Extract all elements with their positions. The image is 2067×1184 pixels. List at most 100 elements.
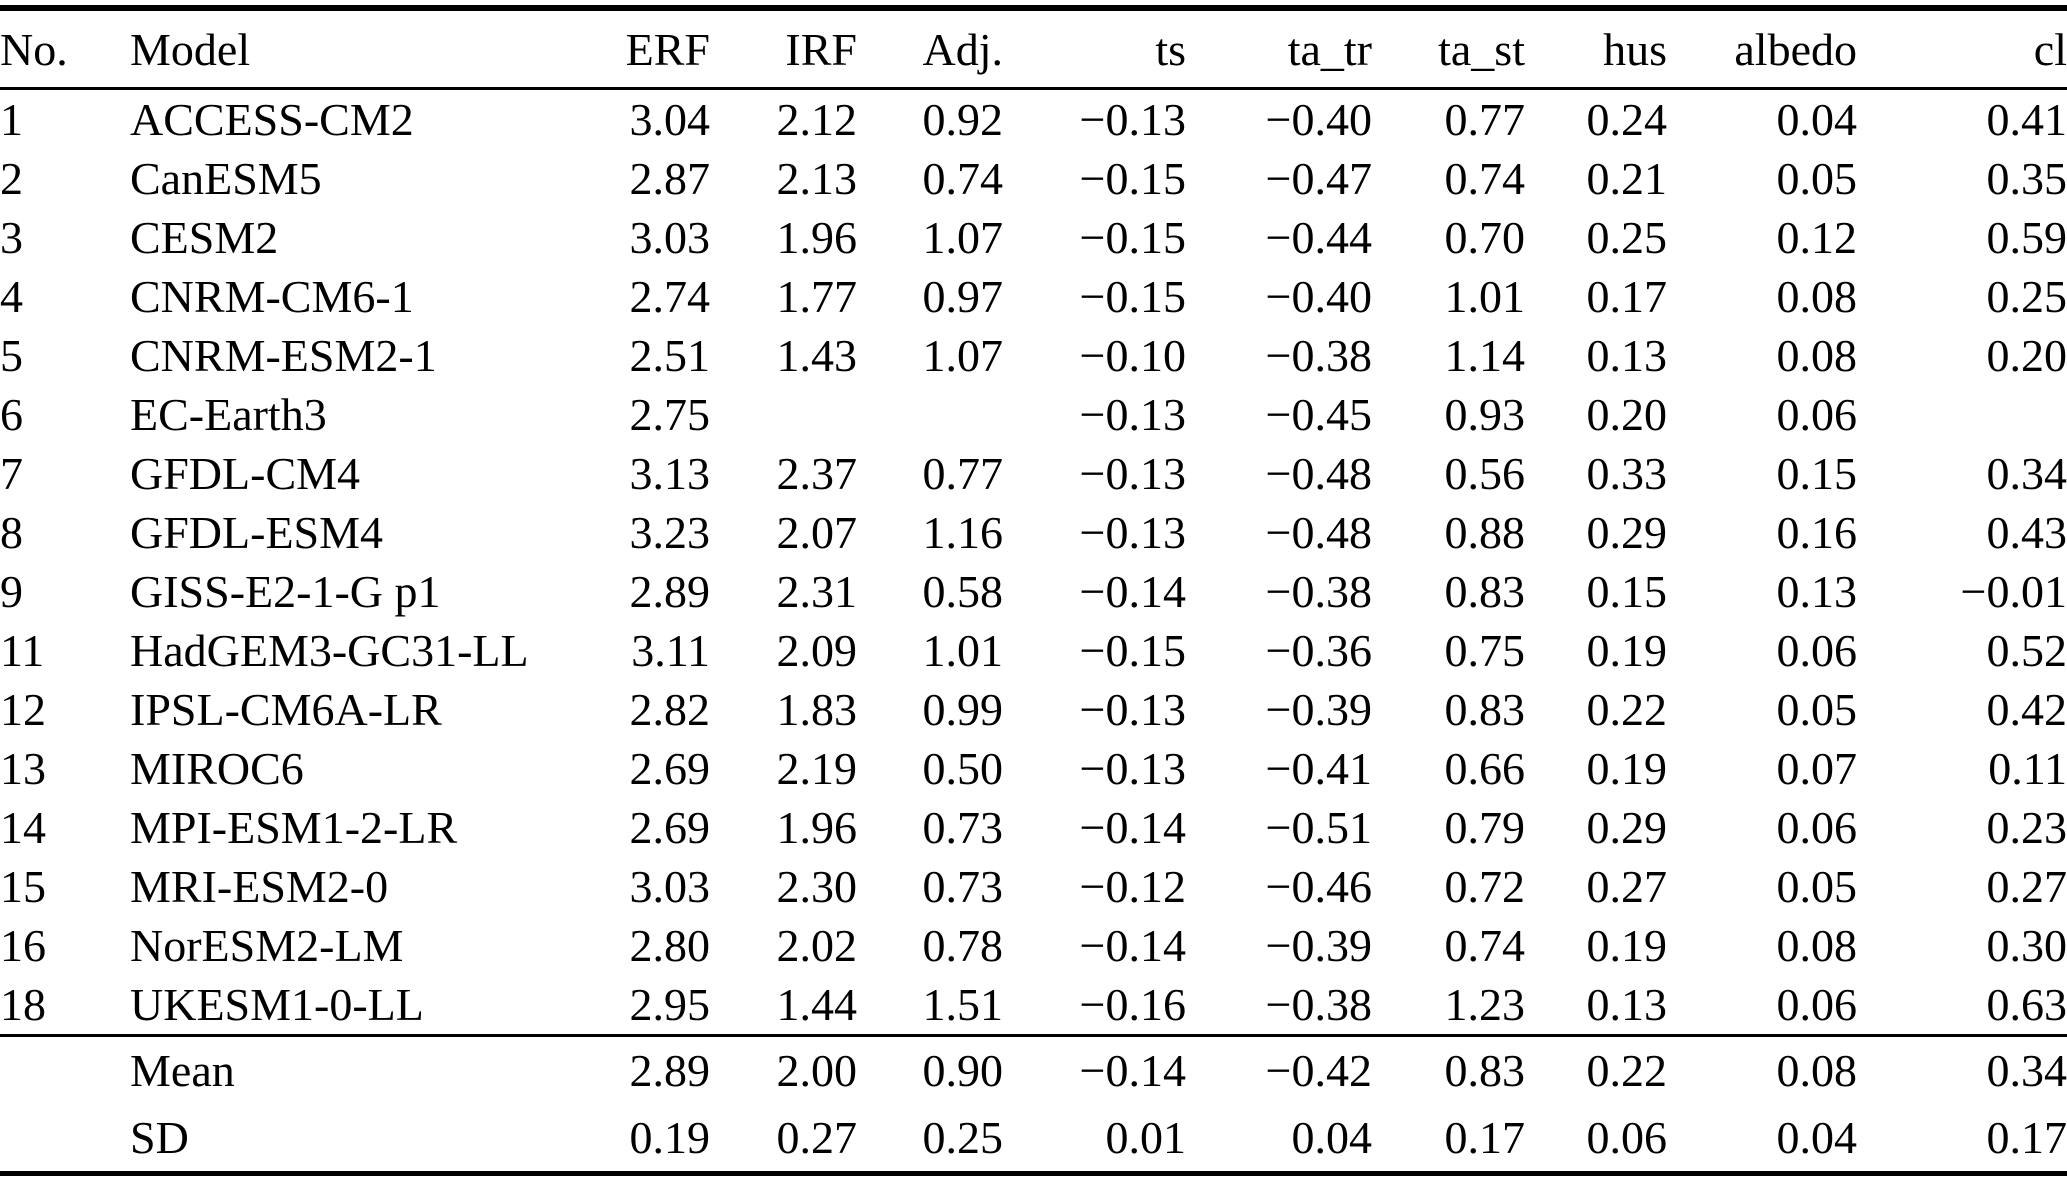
table-row: SD 0.19 0.27 0.25 0.01 0.04 0.17 0.06 0.04 0.17 [0, 1104, 2067, 1174]
cell-erf: 3.03 [629, 212, 711, 263]
cell-no: 8 [0, 507, 23, 558]
cell-ta_tr: −0.41 [1265, 743, 1372, 794]
cell-ts: −0.13 [1079, 389, 1186, 440]
cell-ts: −0.15 [1079, 153, 1186, 204]
cell-erf: 0.19 [629, 1112, 711, 1163]
cell-hus: 0.21 [1586, 153, 1668, 204]
cell-no: 11 [0, 625, 45, 676]
cell-model: CNRM-CM6-1 [130, 271, 414, 322]
cell-no [0, 1036, 130, 1105]
cell-ta_st: 0.77 [1444, 94, 1526, 145]
cell-model: NorESM2-LM [130, 920, 404, 971]
cell-irf: 2.13 [776, 153, 858, 204]
table-row: 2 CanESM5 2.87 2.13 0.74 −0.15 −0.47 0.74 0.21 0.… [0, 149, 2067, 208]
cell-ta_st: 0.75 [1444, 625, 1526, 676]
cell-adj: 1.01 [922, 625, 1004, 676]
cell-no: 7 [0, 448, 23, 499]
table-row: Mean 2.89 2.00 0.90 −0.14 −0.42 0.83 0.22 0.08 0.… [0, 1036, 2067, 1105]
cell-hus: 0.17 [1586, 271, 1668, 322]
column-header-no: No. [0, 8, 130, 90]
cell-model: HadGEM3-GC31-LL [130, 625, 529, 676]
cell-model: MPI-ESM1-2-LR [130, 802, 458, 853]
cell-ts: −0.12 [1079, 861, 1186, 912]
cell-cl: 0.42 [1986, 684, 2067, 735]
cell-model: MRI-ESM2-0 [130, 861, 389, 912]
cell-ta_st: 0.74 [1444, 153, 1526, 204]
cell-ts: −0.13 [1079, 507, 1186, 558]
cell-adj: 1.51 [922, 979, 1004, 1030]
cell-adj: 0.73 [922, 802, 1004, 853]
column-header-adj: Adj. [857, 8, 1003, 90]
cell-albedo: 0.08 [1776, 271, 1858, 322]
cell-ta_tr: −0.40 [1265, 271, 1372, 322]
cell-adj: 0.58 [922, 566, 1004, 617]
cell-irf: 2.19 [776, 743, 858, 794]
cell-ta_st: 0.70 [1444, 212, 1526, 263]
cell-erf: 3.04 [629, 94, 711, 145]
cell-no: 15 [0, 861, 46, 912]
cell-ta_tr: −0.36 [1265, 625, 1372, 676]
model-forcing-table: No. Model ERF IRF Adj. ts ta_tr ta_st hus albedo c… [0, 5, 2067, 1176]
cell-irf: 2.07 [776, 507, 858, 558]
cell-hus: 0.24 [1586, 94, 1668, 145]
cell-hus: 0.27 [1586, 861, 1668, 912]
cell-hus: 0.29 [1586, 507, 1668, 558]
cell-ta_st: 0.88 [1444, 507, 1526, 558]
cell-albedo: 0.13 [1776, 566, 1858, 617]
column-header-ta_tr: ta_tr [1186, 8, 1372, 90]
cell-hus: 0.20 [1586, 389, 1668, 440]
cell-adj: 1.16 [922, 507, 1004, 558]
cell-hus: 0.06 [1586, 1112, 1668, 1163]
cell-irf: 2.37 [776, 448, 858, 499]
cell-no [0, 1104, 130, 1174]
cell-ta_tr: −0.40 [1265, 94, 1372, 145]
table-row: 6 EC-Earth3 2.75 −0.13 −0.45 0.93 0.20 0.06 [0, 385, 2067, 444]
cell-hus: 0.33 [1586, 448, 1668, 499]
cell-cl: 0.35 [1986, 153, 2067, 204]
cell-no: 12 [0, 684, 46, 735]
cell-albedo: 0.12 [1776, 212, 1858, 263]
cell-cl: 0.20 [1986, 330, 2067, 381]
cell-irf: 1.77 [776, 271, 858, 322]
cell-ts: −0.14 [1079, 1045, 1186, 1096]
cell-erf: 2.69 [629, 802, 711, 853]
cell-ta_st: 0.79 [1444, 802, 1526, 853]
cell-irf: 1.96 [776, 212, 858, 263]
cell-model: GFDL-CM4 [130, 448, 361, 499]
table-row: 3 CESM2 3.03 1.96 1.07 −0.15 −0.44 0.70 0.25 0.12… [0, 208, 2067, 267]
cell-cl [1857, 385, 2067, 444]
cell-albedo: 0.07 [1776, 743, 1858, 794]
column-header-ts: ts [1003, 8, 1186, 90]
table-row: 13 MIROC6 2.69 2.19 0.50 −0.13 −0.41 0.66 0.19 0.… [0, 739, 2067, 798]
cell-ta_st: 0.93 [1444, 389, 1526, 440]
cell-model: UKESM1-0-LL [130, 979, 424, 1030]
cell-irf: 2.00 [776, 1045, 858, 1096]
table-row: 14 MPI-ESM1-2-LR 2.69 1.96 0.73 −0.14 −0.51 0.7… [0, 798, 2067, 857]
cell-model: CanESM5 [130, 153, 322, 204]
cell-cl: 0.34 [1986, 1045, 2067, 1096]
cell-erf: 2.69 [629, 743, 711, 794]
cell-cl: −0.01 [1960, 566, 2067, 617]
cell-albedo: 0.08 [1776, 920, 1858, 971]
cell-albedo: 0.05 [1776, 861, 1858, 912]
header-row: No. Model ERF IRF Adj. ts ta_tr ta_st hus albedo c… [0, 8, 2067, 90]
cell-erf: 2.75 [629, 389, 711, 440]
cell-irf: 1.83 [776, 684, 858, 735]
cell-ts: −0.15 [1079, 625, 1186, 676]
cell-model: IPSL-CM6A-LR [130, 684, 442, 735]
cell-adj: 0.90 [922, 1045, 1004, 1096]
cell-erf: 3.23 [629, 507, 711, 558]
cell-ta_st: 0.74 [1444, 920, 1526, 971]
cell-adj: 0.77 [922, 448, 1004, 499]
cell-no: 18 [0, 979, 46, 1030]
table-row: 9 GISS-E2-1-G p1 2.89 2.31 0.58 −0.14 −0.38 0.8… [0, 562, 2067, 621]
cell-ta_st: 0.83 [1444, 1045, 1526, 1096]
cell-model: CNRM-ESM2-1 [130, 330, 437, 381]
cell-hus: 0.22 [1586, 684, 1668, 735]
cell-cl: 0.59 [1986, 212, 2067, 263]
table-row: 7 GFDL-CM4 3.13 2.37 0.77 −0.13 −0.48 0.56 0.33 0… [0, 444, 2067, 503]
cell-ta_tr: −0.44 [1265, 212, 1372, 263]
cell-erf: 3.13 [629, 448, 711, 499]
cell-hus: 0.19 [1586, 743, 1668, 794]
column-header-cl: cl [1857, 8, 2067, 90]
